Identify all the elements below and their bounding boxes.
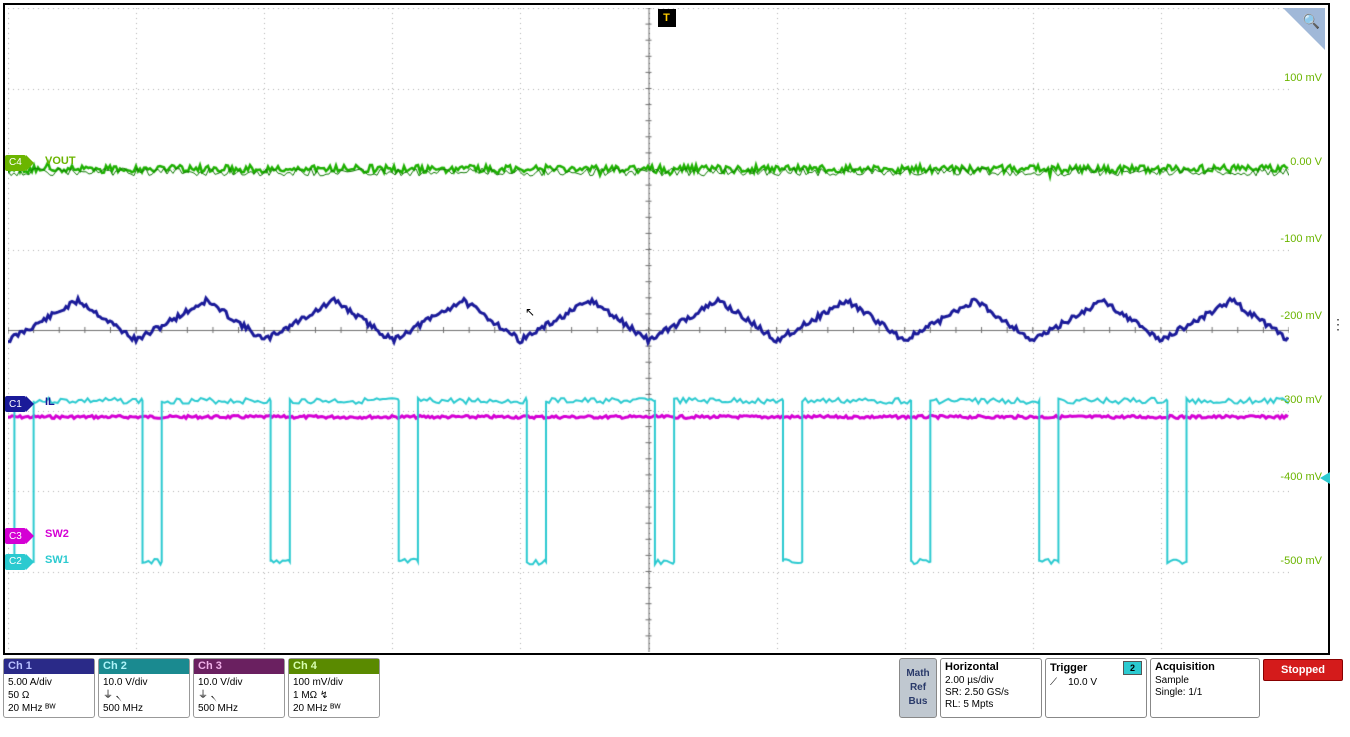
- waveform-traces: [8, 8, 1289, 652]
- run-stop-status[interactable]: Stopped: [1263, 659, 1343, 681]
- channel-3-label: SW2: [45, 528, 69, 540]
- acquisition-header: Acquisition: [1155, 661, 1255, 673]
- trigger-position-marker[interactable]: [658, 9, 676, 27]
- trigger-slope-icon: ⟋: [1050, 677, 1057, 688]
- scale-tick-label: 0.00 V: [1290, 156, 1322, 168]
- channel-2-coupling: ⏚ ৲: [103, 689, 185, 702]
- scale-tick-label: -100 mV: [1280, 233, 1322, 245]
- channel-3-bandwidth: 500 MHz: [198, 702, 280, 715]
- channel-1-scale: 5.00 A/div: [8, 676, 90, 689]
- horizontal-header: Horizontal: [945, 661, 1037, 673]
- horizontal-samplerate: SR: 2.50 GS/s: [945, 687, 1037, 699]
- channel-4-tag-text: C4: [9, 157, 22, 168]
- channel-1-header: Ch 1: [4, 659, 94, 674]
- channel-2-header: Ch 2: [99, 659, 189, 674]
- trigger-level: 10.0 V: [1068, 677, 1097, 688]
- status-bar: Ch 1 5.00 A/div 50 Ω 20 MHz ᴮᵂ Ch 2 10.0…: [3, 658, 1347, 720]
- channel-2-tag-text: C2: [9, 556, 22, 567]
- channel-4-settings[interactable]: Ch 4 100 mV/div 1 MΩ ↯ 20 MHz ᴮᵂ: [288, 658, 380, 718]
- trigger-title: Trigger: [1050, 662, 1087, 674]
- scale-tick-label: -400 mV: [1280, 471, 1322, 483]
- channel-4-bandwidth: 20 MHz ᴮᵂ: [293, 702, 375, 715]
- channel-3-settings[interactable]: Ch 3 10.0 V/div ⏚ ৲ 500 MHz: [193, 658, 285, 718]
- channel-1-tag-text: C1: [9, 399, 22, 410]
- trigger-settings[interactable]: Trigger 2 ⟋ 10.0 V: [1045, 658, 1147, 718]
- channel-4-coupling: 1 MΩ ↯: [293, 689, 375, 702]
- channel-2-settings[interactable]: Ch 2 10.0 V/div ⏚ ৲ 500 MHz: [98, 658, 190, 718]
- channel-4-scale: 100 mV/div: [293, 676, 375, 689]
- channel-1-settings[interactable]: Ch 1 5.00 A/div 50 Ω 20 MHz ᴮᵂ: [3, 658, 95, 718]
- channel-3-header: Ch 3: [194, 659, 284, 674]
- channel-3-scale: 10.0 V/div: [198, 676, 280, 689]
- channel-2-scale: 10.0 V/div: [103, 676, 185, 689]
- channel-3-tag-text: C3: [9, 531, 22, 542]
- channel-1-bandwidth: 20 MHz ᴮᵂ: [8, 702, 90, 715]
- trigger-source-badge: 2: [1123, 661, 1142, 675]
- trigger-header: Trigger 2: [1050, 661, 1142, 675]
- channel-3-tag[interactable]: C3: [5, 528, 26, 544]
- trigger-details: ⟋ 10.0 V: [1050, 677, 1142, 689]
- channel-1-tag[interactable]: C1: [5, 396, 26, 412]
- horizontal-timebase: 2.00 µs/div: [945, 675, 1037, 687]
- bus-label: Bus: [909, 695, 928, 709]
- channel-4-label: VOUT: [45, 155, 76, 167]
- scale-tick-label: -200 mV: [1280, 310, 1322, 322]
- acquisition-mode: Sample: [1155, 675, 1255, 687]
- ref-label: Ref: [910, 681, 926, 695]
- channel-4-header: Ch 4: [289, 659, 379, 674]
- mouse-cursor: ↖: [525, 305, 535, 319]
- acquisition-count: Single: 1/1: [1155, 687, 1255, 699]
- acquisition-settings[interactable]: Acquisition Sample Single: 1/1: [1150, 658, 1260, 718]
- channel-2-tag[interactable]: C2: [5, 554, 26, 570]
- scale-tick-label: -300 mV: [1280, 394, 1322, 406]
- channel-3-coupling: ⏚ ৲: [198, 689, 280, 702]
- math-label: Math: [906, 667, 929, 681]
- channel-2-bandwidth: 500 MHz: [103, 702, 185, 715]
- math-ref-bus-button[interactable]: Math Ref Bus: [899, 658, 937, 718]
- channel-1-label: IL: [45, 396, 55, 408]
- horizontal-recordlength: RL: 5 Mpts: [945, 699, 1037, 711]
- oscilloscope-display: 🔍 ↖ C4 VOUT C1 IL C3 SW2 C2 SW1 100 mV0.…: [3, 3, 1330, 655]
- horizontal-settings[interactable]: Horizontal 2.00 µs/div SR: 2.50 GS/s RL:…: [940, 658, 1042, 718]
- scale-tick-label: 100 mV: [1284, 72, 1322, 84]
- channel-2-label: SW1: [45, 554, 69, 566]
- voltage-scale: 100 mV 0.00 V -100 mV -200 mV -300 mV -400 mV…: [1276, 8, 1324, 652]
- run-status-container: Stopped: [1263, 658, 1347, 720]
- trigger-level-arrow[interactable]: [1320, 472, 1330, 484]
- more-options-icon[interactable]: ⋮: [1331, 322, 1345, 327]
- channel-4-tag[interactable]: C4: [5, 155, 26, 171]
- channel-1-coupling: 50 Ω: [8, 689, 90, 702]
- scale-tick-label: -500 mV: [1280, 555, 1322, 567]
